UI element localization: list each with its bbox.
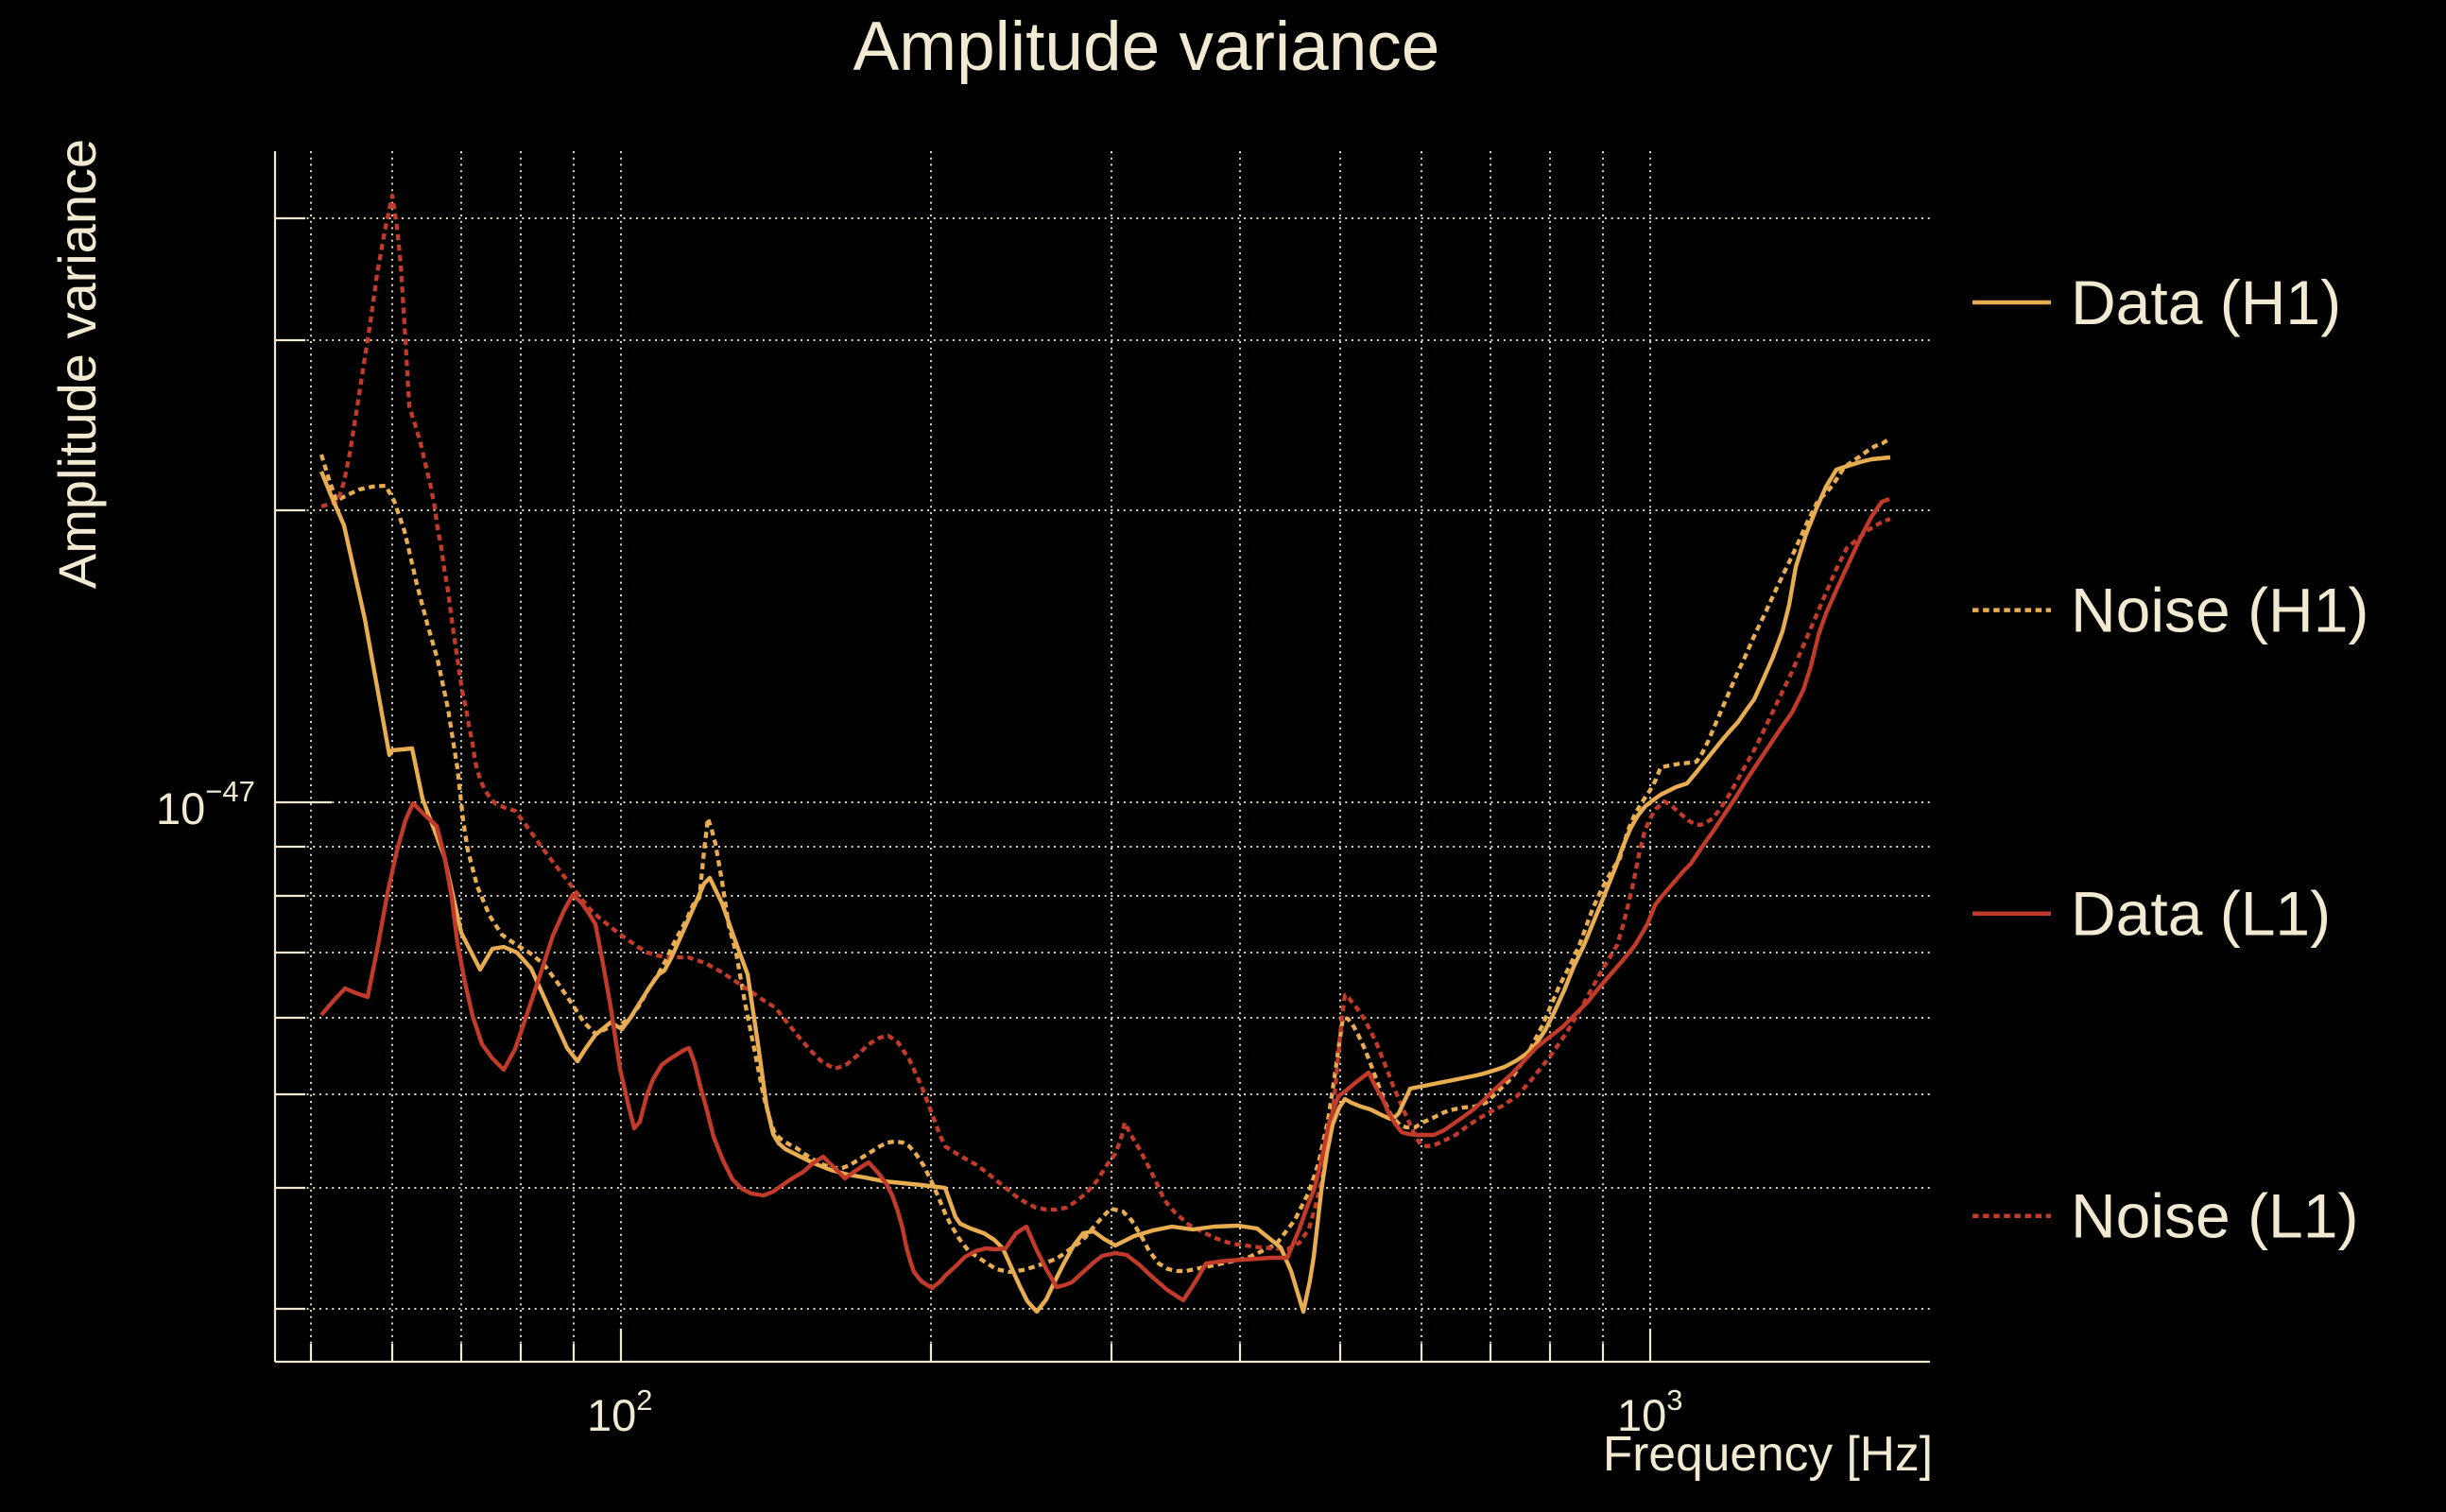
svg-text:Noise (H1): Noise (H1) xyxy=(2071,576,2368,645)
svg-text:Data (L1): Data (L1) xyxy=(2071,879,2331,949)
svg-text:Frequency [Hz]: Frequency [Hz] xyxy=(1603,1426,1933,1481)
svg-text:Noise (L1): Noise (L1) xyxy=(2071,1181,2358,1251)
svg-text:Data (H1): Data (H1) xyxy=(2071,267,2341,337)
svg-text:Amplitude variance: Amplitude variance xyxy=(853,9,1440,85)
svg-text:Amplitude variance: Amplitude variance xyxy=(47,139,107,589)
